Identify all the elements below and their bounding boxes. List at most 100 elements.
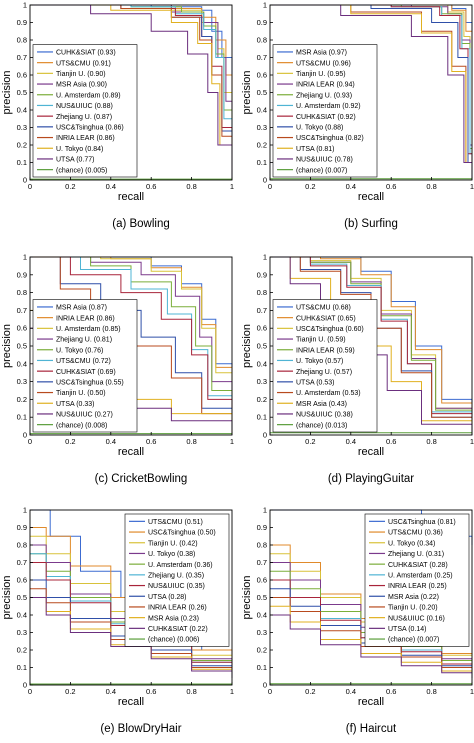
legend-entry: CUHK&SIAT (0.65) — [296, 315, 356, 322]
x-axis-label: recall — [118, 696, 144, 708]
x-tick-label: 0.2 — [305, 182, 315, 191]
legend-entry: NUS&UIUC (0.38) — [296, 412, 353, 419]
legend-entry: U. Amsterdam (0.36) — [148, 562, 213, 569]
x-axis-label: recall — [358, 446, 384, 458]
panel-caption: (a) Bowling — [112, 218, 170, 230]
legend-entry: Tianjin U. (0.20) — [388, 605, 438, 612]
legend-entry: NUS&UIUC (0.35) — [148, 583, 205, 590]
series-line — [270, 4, 473, 180]
y-tick-label: 0.8 — [257, 36, 267, 45]
legend-entry: U. Tokyo (0.84) — [56, 146, 103, 153]
y-tick-label: 0.2 — [257, 395, 267, 404]
series-line — [30, 4, 233, 180]
y-tick-label: 0.1 — [257, 413, 267, 422]
y-axis-label: precision — [1, 70, 13, 114]
series-line — [30, 597, 233, 678]
y-tick-label: 0.7 — [257, 53, 267, 62]
legend-entry: Zhejiang U. (0.57) — [296, 369, 352, 376]
x-tick-label: 1 — [470, 437, 474, 446]
x-tick-label: 0.6 — [386, 437, 396, 446]
chart-panel: 0 0.2 0.4 0.6 0.8 1 0 0.1 0.2 0.3 0.4 0.5 0.6 0.7 0.8 0… — [1, 253, 234, 486]
x-axis-label: recall — [358, 696, 384, 708]
legend-entry: Tianjin U. (0.90) — [56, 71, 106, 78]
y-tick-label: 0.3 — [17, 377, 27, 386]
y-tick-label: 0.8 — [257, 288, 267, 297]
legend-entry: UTSA (0.14) — [388, 626, 427, 633]
x-tick-label: 0.4 — [106, 687, 116, 696]
x-axis-label: recall — [358, 191, 384, 203]
y-tick-label: 1 — [263, 1, 267, 10]
y-tick-label: 0.2 — [17, 395, 27, 404]
legend-entry: U. Amsterdam (0.53) — [296, 390, 361, 397]
legend-entry: U. Amsterdam (0.25) — [388, 572, 453, 579]
series-line — [30, 256, 233, 435]
legend-entry: Tianjin U. (0.50) — [56, 390, 106, 397]
legend-entry: INRIA LEAR (0.86) — [56, 315, 115, 322]
legend-entry: U. Tokyo (0.57) — [296, 358, 343, 365]
x-tick-label: 1 — [470, 687, 474, 696]
legend-entry: USC&Tsinghua (0.60) — [296, 326, 364, 333]
y-tick-label: 0.1 — [17, 663, 27, 672]
legend-entry: NUS&UIUC (0.27) — [56, 412, 113, 419]
legend-entry: (chance) (0.006) — [148, 637, 199, 644]
x-tick-label: 1 — [470, 182, 474, 191]
legend-entry: Zhejiang U. (0.31) — [388, 551, 444, 558]
x-tick-label: 0.2 — [305, 687, 315, 696]
y-tick-label: 0.4 — [257, 106, 267, 115]
chart-panel: 0 0.2 0.4 0.6 0.8 1 0 0.1 0.2 0.3 0.4 0.5 0.6 0.7 0.8 0… — [1, 506, 234, 736]
y-tick-label: 0 — [23, 431, 27, 440]
x-tick-label: 0.2 — [65, 437, 75, 446]
y-tick-label: 0.7 — [17, 558, 27, 567]
legend-entry: Zhejiang U. (0.87) — [56, 114, 112, 121]
legend-entry: USC&Tsinghua (0.50) — [148, 530, 216, 537]
legend-entry: UTSA (0.28) — [148, 594, 187, 601]
legend-entry: (chance) (0.008) — [56, 422, 107, 429]
legend-entry: CUHK&SIAT (0.93) — [56, 50, 116, 57]
y-axis-label: precision — [241, 575, 253, 619]
legend-entry: (chance) (0.007) — [296, 167, 347, 174]
y-tick-label: 0.9 — [17, 18, 27, 27]
y-tick-label: 0 — [23, 176, 27, 185]
panel-caption: (c) CricketBowling — [95, 473, 188, 485]
legend-entry: USC&Tsinghua (0.82) — [296, 135, 364, 142]
x-tick-label: 0.4 — [106, 182, 116, 191]
x-tick-label: 0.4 — [346, 437, 356, 446]
y-tick-label: 0.1 — [17, 158, 27, 167]
legend-entry: UTSA (0.77) — [56, 157, 95, 164]
legend-entry: CUHK&SIAT (0.28) — [388, 562, 448, 569]
legend-entry: CUHK&SIAT (0.92) — [296, 114, 356, 121]
y-tick-label: 0.6 — [257, 324, 267, 333]
y-tick-label: 0.4 — [17, 611, 27, 620]
legend-entry: (chance) (0.007) — [388, 637, 439, 644]
x-tick-label: 1 — [230, 182, 234, 191]
legend-entry: MSR Asia (0.23) — [148, 615, 199, 622]
legend-entry: U. Tokyo (0.38) — [148, 551, 195, 558]
y-tick-label: 0 — [23, 681, 27, 690]
y-tick-label: 0.4 — [257, 359, 267, 368]
legend-box — [32, 44, 138, 178]
y-tick-label: 0.3 — [257, 123, 267, 132]
x-tick-label: 0 — [268, 437, 272, 446]
legend-entry: UTSA (0.33) — [56, 401, 95, 408]
x-axis-label: recall — [118, 191, 144, 203]
panel-caption: (b) Surfing — [344, 218, 398, 230]
y-axis-label: precision — [241, 324, 253, 368]
x-tick-label: 0.6 — [146, 687, 156, 696]
legend-entry: Zhejiang U. (0.35) — [148, 572, 204, 579]
y-tick-label: 0.6 — [257, 71, 267, 80]
legend-box — [32, 299, 138, 433]
y-tick-label: 0.8 — [17, 541, 27, 550]
y-tick-label: 0.9 — [257, 18, 267, 27]
x-tick-label: 0.8 — [186, 437, 196, 446]
legend-entry: USC&Tsinghua (0.81) — [388, 519, 456, 526]
x-tick-label: 0.6 — [146, 182, 156, 191]
y-tick-label: 1 — [263, 506, 267, 515]
y-tick-label: 1 — [23, 1, 27, 10]
x-tick-label: 0.4 — [106, 437, 116, 446]
legend-box — [272, 44, 378, 178]
legend: UTS&CMU (0.68) CUHK&SIAT (0.65) USC&Tsingh… — [272, 299, 378, 433]
y-tick-label: 0.3 — [257, 628, 267, 637]
y-tick-label: 0.3 — [17, 628, 27, 637]
y-tick-label: 0.2 — [17, 646, 27, 655]
x-tick-label: 1 — [230, 687, 234, 696]
